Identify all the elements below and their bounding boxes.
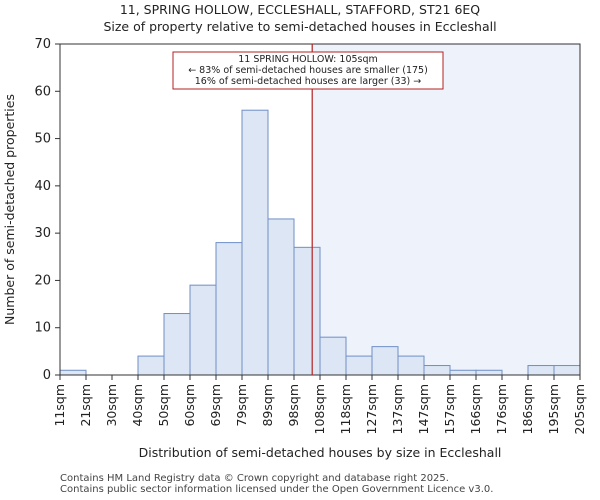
histogram-bar [423, 365, 451, 376]
histogram-bar [319, 336, 347, 376]
x-tick-label: 157sqm [442, 384, 457, 434]
x-tick-label: 89sqm [260, 384, 275, 427]
x-axis-label: Distribution of semi-detached houses by … [139, 445, 502, 460]
x-tick-label: 137sqm [390, 384, 405, 434]
x-tick-label: 98sqm [286, 384, 301, 427]
x-tick-label: 186sqm [520, 384, 535, 434]
histogram-bar [241, 109, 269, 376]
histogram-bar [397, 355, 425, 376]
annotation-line-1: 11 SPRING HOLLOW: 105sqm [238, 54, 378, 65]
x-tick-label: 147sqm [416, 384, 431, 434]
x-tick-label: 108sqm [312, 384, 327, 434]
y-tick-label: 20 [34, 273, 51, 288]
histogram-bar [475, 369, 503, 376]
x-tick-label: 11sqm [52, 384, 67, 427]
y-tick-label: 10 [34, 321, 51, 336]
histogram-bar [449, 369, 477, 376]
x-tick-label: 127sqm [364, 384, 379, 434]
x-tick-label: 79sqm [234, 384, 249, 427]
histogram-bar [553, 365, 581, 376]
x-tick-label: 195sqm [546, 384, 561, 434]
x-tick-label: 50sqm [156, 384, 171, 427]
x-tick-label: 69sqm [208, 384, 223, 427]
x-tick-label: 30sqm [104, 384, 119, 427]
y-tick-label: 30 [34, 226, 51, 241]
histogram-bar [345, 355, 373, 376]
histogram-bar [137, 355, 165, 376]
histogram-bar [371, 346, 399, 376]
y-tick-label: 70 [34, 37, 51, 52]
chart-title: 11, SPRING HOLLOW, ECCLESHALL, STAFFORD,… [119, 2, 481, 17]
y-axis-label: Number of semi-detached properties [2, 94, 17, 325]
y-tick-label: 50 [34, 132, 51, 147]
y-tick-label: 60 [34, 84, 51, 99]
x-tick-label: 60sqm [182, 384, 197, 427]
histogram-bar [189, 284, 217, 376]
footer-licence: Contains public sector information licen… [60, 484, 494, 495]
annotation-line-2: ← 83% of semi-detached houses are smalle… [188, 65, 428, 76]
histogram-bar [527, 365, 555, 376]
x-tick-label: 21sqm [78, 384, 93, 427]
histogram-bar [215, 242, 243, 376]
histogram-bar [59, 369, 87, 376]
histogram-bar [163, 313, 191, 376]
chart-subtitle: Size of property relative to semi-detach… [103, 19, 497, 34]
footer-copyright: Contains HM Land Registry data © Crown c… [60, 473, 449, 484]
x-tick-label: 176sqm [494, 384, 509, 434]
histogram-bar [267, 218, 295, 376]
x-tick-label: 40sqm [130, 384, 145, 427]
annotation-box [172, 51, 444, 90]
y-tick-label: 0 [43, 368, 51, 383]
y-tick-label: 40 [34, 179, 51, 194]
x-tick-label: 205sqm [572, 384, 587, 434]
annotation-line-3: 16% of semi-detached houses are larger (… [195, 76, 422, 87]
larger-region-shading [312, 44, 580, 375]
x-tick-label: 166sqm [468, 384, 483, 434]
histogram-bar [293, 246, 321, 376]
x-tick-label: 118sqm [338, 384, 353, 434]
